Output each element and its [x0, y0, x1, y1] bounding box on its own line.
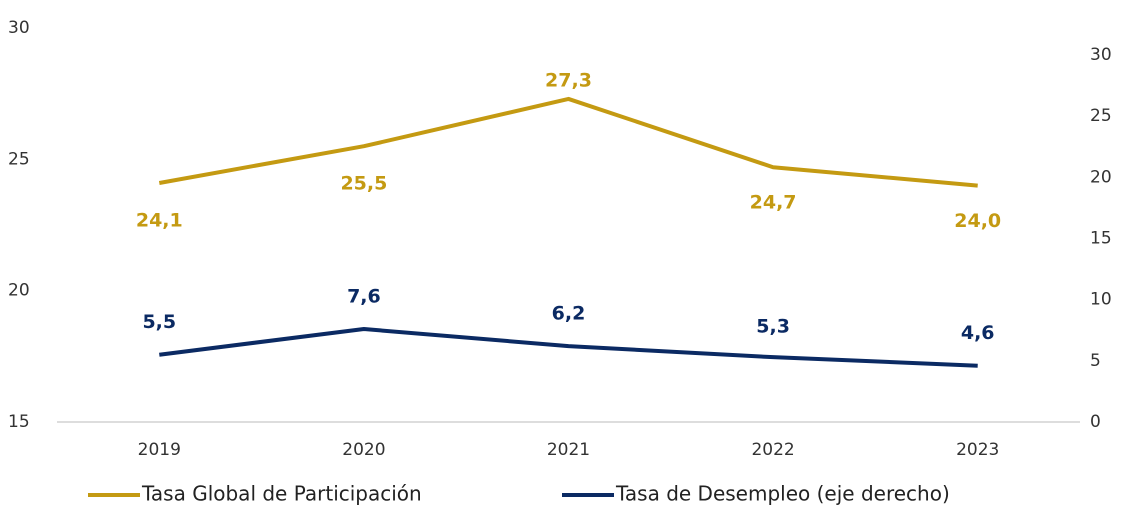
x-tick-label: 2020: [342, 440, 385, 460]
x-tick-label: 2022: [751, 440, 794, 460]
y2-tick-label: 15: [1090, 229, 1112, 249]
y-tick-label: 25: [8, 149, 30, 169]
series-line: [159, 327, 978, 368]
series-line: [158, 96, 978, 188]
data-label: 24,7: [750, 192, 797, 214]
x-tick-label: 2023: [956, 440, 999, 460]
data-label: 24,1: [136, 209, 183, 231]
data-label: 7,6: [347, 286, 381, 308]
y2-tick-label: 25: [1090, 106, 1112, 126]
y-tick-label: 30: [8, 18, 30, 38]
data-label: 5,3: [756, 316, 790, 338]
y2-tick-label: 30: [1090, 45, 1112, 65]
data-label: 25,5: [340, 173, 387, 195]
y-tick-label: 15: [8, 412, 30, 432]
legend-label: Tasa de Desempleo (eje derecho): [615, 482, 950, 506]
y2-tick-label: 10: [1090, 290, 1112, 310]
data-label: 5,5: [142, 311, 176, 333]
y2-tick-label: 5: [1090, 351, 1101, 371]
data-label: 27,3: [545, 69, 592, 91]
data-label: 24,0: [954, 210, 1001, 232]
y-tick-label: 20: [8, 281, 30, 301]
y2-tick-label: 20: [1090, 167, 1112, 187]
y2-tick-label: 0: [1090, 412, 1101, 432]
legend-label: Tasa Global de Participación: [141, 482, 422, 506]
data-label: 4,6: [961, 322, 995, 344]
x-tick-label: 2021: [547, 440, 590, 460]
x-tick-label: 2019: [138, 440, 181, 460]
data-label: 6,2: [552, 303, 586, 325]
